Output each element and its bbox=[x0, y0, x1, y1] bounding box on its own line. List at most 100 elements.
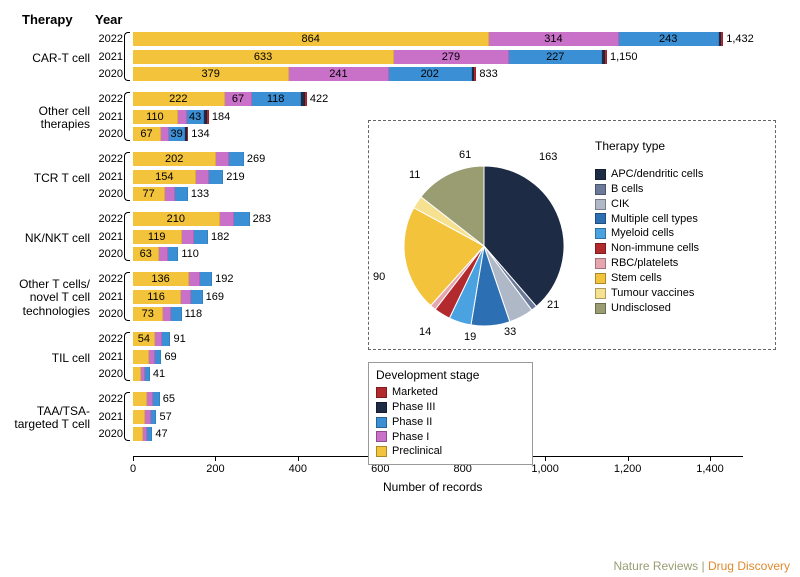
header-year: Year bbox=[95, 12, 122, 27]
legend-label: Phase III bbox=[392, 400, 435, 415]
year-label: 2022 bbox=[95, 273, 123, 285]
legend-label: Preclinical bbox=[392, 444, 442, 459]
bar-seg-preclinical bbox=[133, 110, 178, 124]
legend-item: Phase I bbox=[376, 430, 525, 445]
credit-a: Nature Reviews bbox=[613, 559, 698, 573]
legend-item: B cells bbox=[595, 182, 703, 197]
bar-seg-preclinical bbox=[133, 410, 145, 424]
x-tick-label: 200 bbox=[206, 463, 224, 475]
bar-seg-preclinical bbox=[133, 427, 143, 441]
bar-total-label: 118 bbox=[185, 308, 203, 320]
year-label: 2021 bbox=[95, 411, 123, 423]
bar-seg-preclinical bbox=[133, 152, 216, 166]
bar-seg-phase1 bbox=[216, 152, 229, 166]
bar-seg-preclinical bbox=[133, 92, 225, 106]
legend-swatch bbox=[595, 258, 606, 269]
legend-swatch bbox=[595, 199, 606, 210]
bar-seg-preclinical bbox=[133, 307, 163, 321]
year-label: 2020 bbox=[95, 128, 123, 140]
legend-label: Multiple cell types bbox=[611, 212, 698, 227]
bar-seg-phase1 bbox=[225, 92, 253, 106]
bar-row bbox=[133, 290, 203, 304]
legend-swatch bbox=[595, 303, 606, 314]
pie-value-label: 11 bbox=[409, 169, 420, 181]
bar-seg-preclinical bbox=[133, 247, 159, 261]
year-label: 2021 bbox=[95, 351, 123, 363]
bar-total-label: 134 bbox=[191, 128, 209, 140]
therapy-label: TAA/TSA- targeted T cell bbox=[8, 405, 90, 431]
legend-swatch bbox=[595, 184, 606, 195]
bar-row bbox=[133, 212, 250, 226]
bar-seg-phase2 bbox=[229, 152, 243, 166]
bar-seg-phase1 bbox=[289, 67, 388, 81]
bar-seg-preclinical bbox=[133, 350, 149, 364]
legend-label: APC/dendritic cells bbox=[611, 167, 703, 182]
legend-label: Myeloid cells bbox=[611, 226, 674, 241]
legend-label: Non-immune cells bbox=[611, 241, 699, 256]
bar-seg-phase2 bbox=[175, 187, 187, 201]
credit-line: Nature Reviews | Drug Discovery bbox=[613, 559, 790, 573]
bar-seg-preclinical bbox=[133, 332, 155, 346]
group-bracket bbox=[124, 32, 130, 81]
year-label: 2021 bbox=[95, 171, 123, 183]
bar-seg-phase1 bbox=[161, 127, 169, 141]
bar-seg-phase2 bbox=[389, 67, 472, 81]
pie-panel: Therapy type16321331914901161APC/dendrit… bbox=[368, 120, 776, 350]
bar-total-label: 169 bbox=[206, 291, 224, 303]
bar-seg-preclinical bbox=[133, 212, 220, 226]
bar-seg-preclinical bbox=[133, 367, 141, 381]
bar-row bbox=[133, 187, 188, 201]
year-label: 2021 bbox=[95, 291, 123, 303]
bar-row bbox=[133, 50, 607, 64]
legend-swatch bbox=[376, 417, 387, 428]
chart-root: TherapyYear20228643142431,43220216332792… bbox=[0, 0, 800, 577]
legend-swatch bbox=[595, 273, 606, 284]
bar-seg-phase2 bbox=[252, 92, 301, 106]
bar-seg-phase2 bbox=[194, 230, 208, 244]
bar-total-label: 133 bbox=[191, 188, 209, 200]
legend-label: Tumour vaccines bbox=[611, 286, 694, 301]
bar-seg-phase1 bbox=[182, 230, 194, 244]
pie-value-label: 21 bbox=[547, 299, 559, 311]
bar-seg-phase2 bbox=[145, 367, 150, 381]
bar-seg-preclinical bbox=[133, 290, 181, 304]
credit-b: Drug Discovery bbox=[708, 559, 790, 573]
pie-value-label: 33 bbox=[504, 326, 516, 338]
bar-row bbox=[133, 152, 244, 166]
bar-seg-marketed bbox=[474, 67, 476, 81]
bar-seg-phase2 bbox=[169, 127, 185, 141]
dev-stage-legend: Development stageMarketedPhase IIIPhase … bbox=[368, 362, 533, 465]
bar-seg-phase1 bbox=[159, 247, 168, 261]
year-label: 2021 bbox=[95, 231, 123, 243]
bar-row bbox=[133, 170, 223, 184]
year-label: 2021 bbox=[95, 111, 123, 123]
legend-item: Phase II bbox=[376, 415, 525, 430]
bar-total-label: 1,150 bbox=[610, 51, 638, 63]
bar-total-label: 269 bbox=[247, 153, 265, 165]
bar-total-label: 91 bbox=[174, 333, 186, 345]
legend-swatch bbox=[595, 213, 606, 224]
legend-item: Phase III bbox=[376, 400, 525, 415]
year-label: 2020 bbox=[95, 188, 123, 200]
pie-value-label: 163 bbox=[539, 151, 557, 163]
bar-total-label: 219 bbox=[226, 171, 244, 183]
legend-item: Multiple cell types bbox=[595, 212, 703, 227]
bar-seg-phase2 bbox=[162, 332, 170, 346]
legend-label: Phase II bbox=[392, 415, 432, 430]
legend-item: RBC/platelets bbox=[595, 256, 703, 271]
legend-label: B cells bbox=[611, 182, 643, 197]
bar-row bbox=[133, 67, 476, 81]
x-tick-mark bbox=[710, 456, 711, 461]
bar-seg-marketed bbox=[305, 92, 307, 106]
legend-swatch bbox=[595, 288, 606, 299]
legend-swatch bbox=[595, 243, 606, 254]
bar-total-label: 41 bbox=[153, 368, 165, 380]
legend-label: CIK bbox=[611, 197, 629, 212]
legend-label: Undisclosed bbox=[611, 301, 671, 316]
bar-row bbox=[133, 350, 161, 364]
bar-seg-marketed bbox=[207, 110, 209, 124]
legend-item: Undisclosed bbox=[595, 301, 703, 316]
legend-item: CIK bbox=[595, 197, 703, 212]
group-bracket bbox=[124, 272, 130, 321]
group-bracket bbox=[124, 332, 130, 381]
